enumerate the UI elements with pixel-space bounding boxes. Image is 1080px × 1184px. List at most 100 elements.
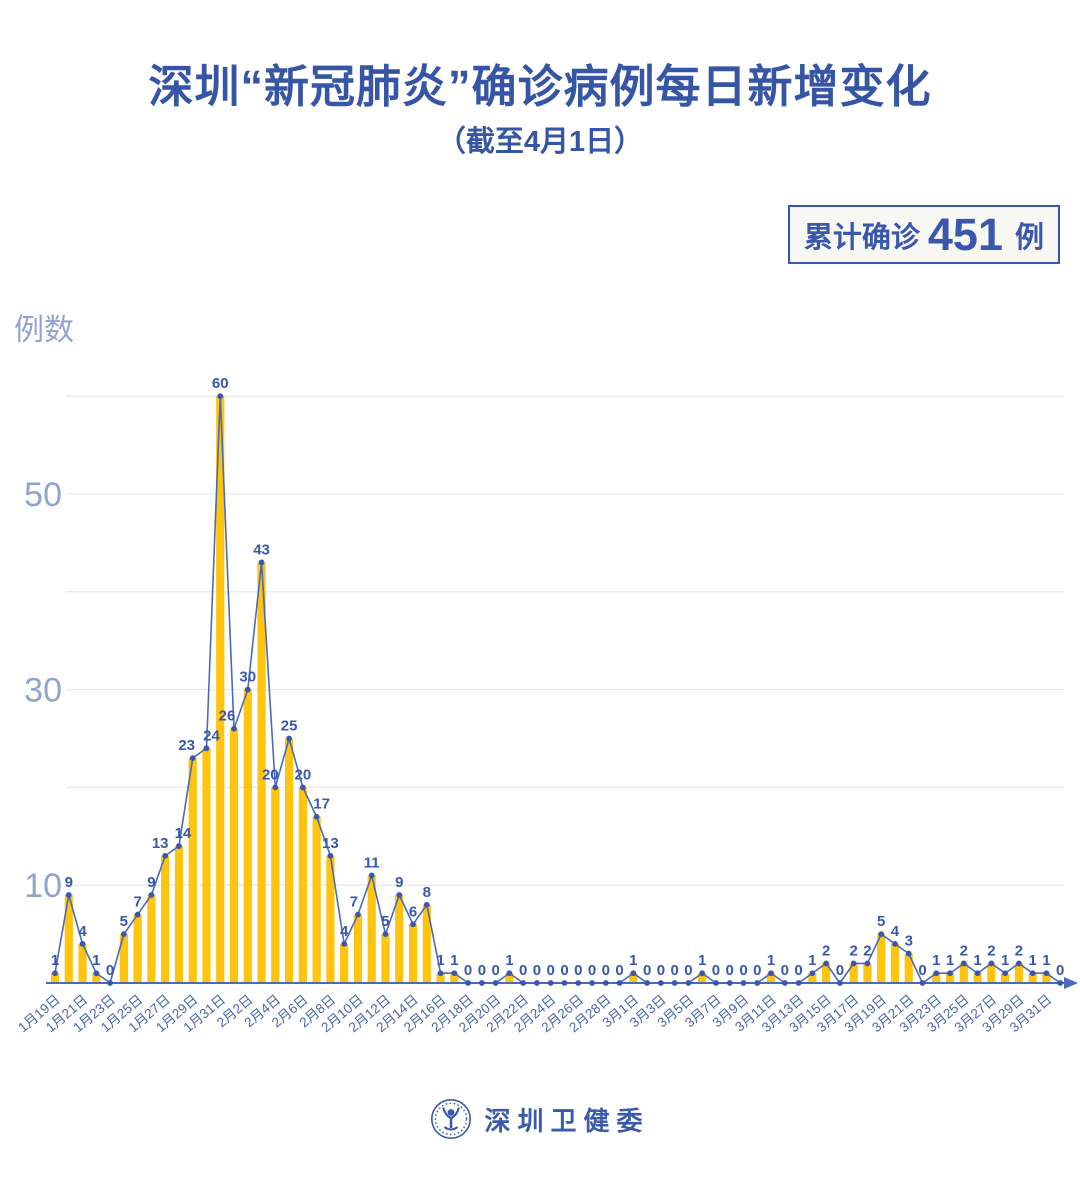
value-label: 1 <box>932 952 940 969</box>
data-point <box>685 980 692 986</box>
bar <box>849 963 858 983</box>
bar <box>78 943 87 983</box>
chart-svg: 1030501941057913142324602630432025201713… <box>15 375 1078 1035</box>
data-point <box>506 970 513 977</box>
value-label: 0 <box>712 962 720 979</box>
bar <box>188 758 197 983</box>
data-point <box>947 970 953 977</box>
value-label: 11 <box>364 854 380 871</box>
data-point <box>478 980 485 986</box>
data-point <box>299 784 306 791</box>
data-point <box>437 970 444 977</box>
value-label: 1 <box>808 952 816 969</box>
data-point <box>547 980 554 986</box>
value-label: 7 <box>133 894 141 911</box>
bar <box>904 953 913 983</box>
bar <box>381 934 390 983</box>
data-point <box>1002 970 1009 977</box>
value-label: 0 <box>781 962 789 979</box>
value-label: 1 <box>450 952 458 969</box>
bar <box>877 934 886 983</box>
data-point <box>589 980 595 986</box>
bar <box>312 816 321 983</box>
data-point <box>451 970 458 977</box>
data-point <box>396 892 403 898</box>
badge-label: 累计确诊 <box>803 221 920 254</box>
data-point <box>134 911 141 918</box>
bar <box>147 894 156 983</box>
data-point <box>465 980 471 986</box>
bar <box>822 963 831 983</box>
value-label: 60 <box>212 375 229 392</box>
bar <box>422 904 431 983</box>
data-point <box>244 686 251 693</box>
data-point <box>671 980 678 986</box>
value-label: 30 <box>239 669 256 686</box>
value-label: 20 <box>262 766 279 783</box>
bar <box>367 875 376 983</box>
data-point <box>534 980 540 986</box>
data-point <box>65 892 72 898</box>
data-point <box>960 960 967 967</box>
data-point <box>341 940 348 947</box>
x-axis-arrow <box>1064 977 1078 989</box>
value-label: 43 <box>253 541 270 558</box>
data-point <box>795 980 802 986</box>
data-point <box>492 980 499 986</box>
page-subtitle: （截至4月1日） <box>436 126 644 158</box>
data-point <box>203 745 210 752</box>
data-point <box>905 950 912 957</box>
value-label: 2 <box>849 942 857 959</box>
value-label: 0 <box>519 962 527 979</box>
data-point <box>781 980 788 986</box>
value-label: 20 <box>295 766 312 783</box>
data-point <box>836 980 843 986</box>
data-point <box>561 980 568 986</box>
data-point <box>327 852 334 859</box>
value-label: 0 <box>602 962 610 979</box>
bar <box>1014 963 1023 983</box>
value-label: 2 <box>863 942 871 959</box>
value-label: 6 <box>409 903 417 920</box>
value-label: 0 <box>574 962 582 979</box>
bar <box>298 787 307 983</box>
y-axis-title: 例数 <box>14 314 74 347</box>
value-label: 1 <box>92 952 100 969</box>
data-point <box>313 813 320 820</box>
value-label: 0 <box>753 962 761 979</box>
data-point <box>616 980 623 986</box>
bar <box>216 396 225 983</box>
value-label: 1 <box>505 952 513 969</box>
data-point <box>1016 960 1022 967</box>
value-label: 14 <box>175 825 192 842</box>
data-point <box>657 980 664 986</box>
bar <box>353 914 363 983</box>
bar <box>50 973 60 983</box>
data-point <box>974 970 981 977</box>
value-label: 9 <box>65 874 73 891</box>
data-point <box>823 960 830 967</box>
data-point <box>189 755 196 761</box>
bar <box>698 973 707 983</box>
value-label: 9 <box>147 874 155 891</box>
y-tick-label: 10 <box>24 867 62 905</box>
value-label: 4 <box>891 923 900 940</box>
value-label: 13 <box>152 835 169 852</box>
value-label: 8 <box>423 884 431 901</box>
bar <box>174 846 184 983</box>
badge-unit: 例 <box>1014 221 1044 254</box>
bar <box>932 973 941 983</box>
value-label: 0 <box>643 962 651 979</box>
footer: 深圳卫健委 <box>0 1098 1080 1140</box>
bar <box>326 855 335 983</box>
footer-org-name: 深圳卫健委 <box>484 1105 650 1136</box>
value-label: 2 <box>987 942 995 959</box>
value-label: 2 <box>822 942 830 959</box>
value-label: 1 <box>973 952 981 969</box>
value-label: 0 <box>547 962 555 979</box>
bar <box>959 963 968 983</box>
bar <box>271 787 280 983</box>
data-point <box>740 980 747 986</box>
bar <box>133 914 142 983</box>
value-label: 0 <box>560 962 568 979</box>
